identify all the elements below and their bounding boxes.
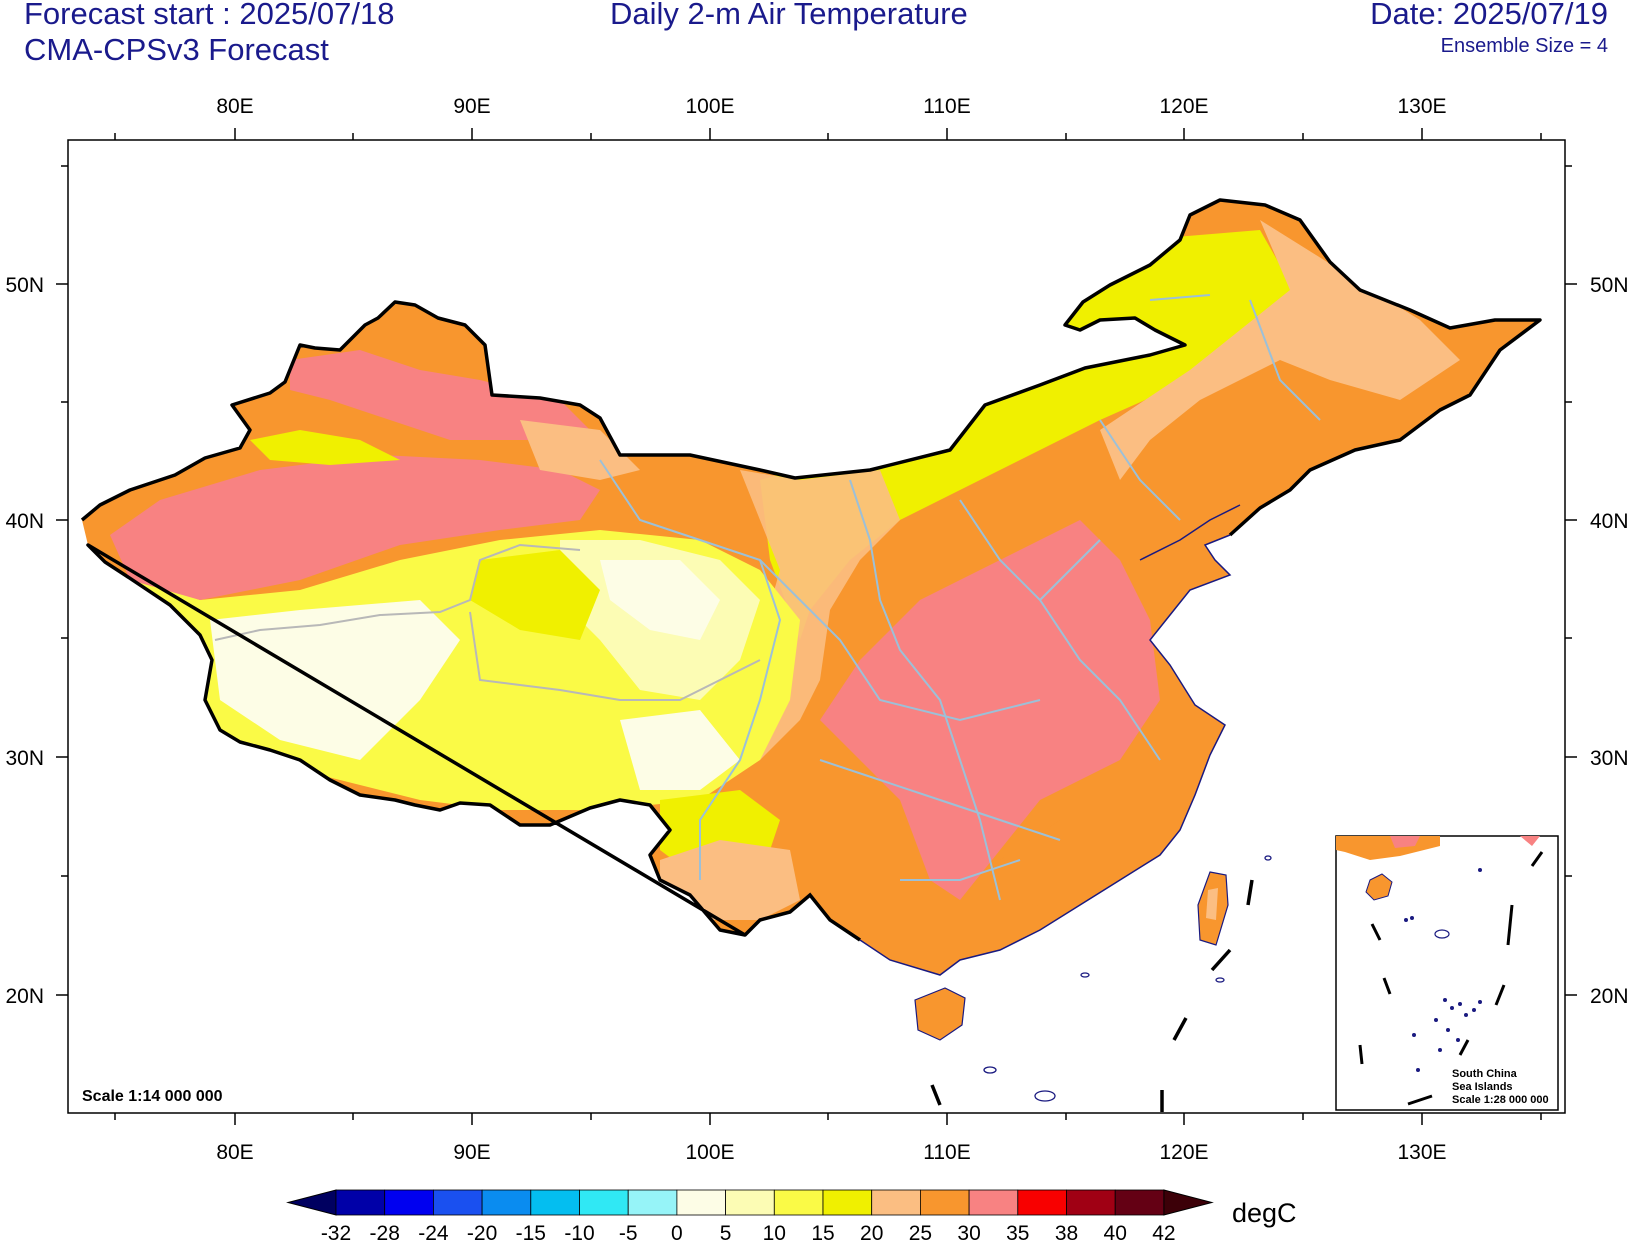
- national-border-south: [743, 892, 861, 942]
- lon-labels-bottom: 80E 90E 100E 110E 120E 130E: [216, 1141, 1446, 1164]
- dashed-boundary-line: [930, 879, 1254, 1112]
- colorbar-segment: [627, 1189, 678, 1216]
- colorbar-tick-label: -28: [370, 1222, 400, 1241]
- colorbar-units: degC: [1232, 1198, 1297, 1228]
- ensemble-size-label: Ensemble Size = 4: [1440, 35, 1608, 57]
- colorbar-tick-label: 10: [763, 1222, 786, 1241]
- colorbar-segment: [1017, 1189, 1067, 1216]
- colorbar-labels: -32 -28 -24 -20 -15 -10 -5 0 5 10 15 20 25 30 35 38 40 42: [321, 1222, 1176, 1241]
- lon-tick-label: 90E: [453, 1141, 490, 1164]
- hainan-island: [914, 987, 966, 1041]
- colorbar-segment: [773, 1189, 824, 1216]
- colorbar-segment: [481, 1189, 532, 1216]
- map-scale-label: Scale 1:14 000 000: [82, 1088, 223, 1105]
- colorbar-tick-label: 42: [1152, 1222, 1175, 1241]
- colorbar-arrow-high: [1163, 1189, 1214, 1216]
- lon-labels-top: 80E 90E 100E 110E 120E 130E: [216, 95, 1446, 118]
- forecast-date-label: Date: 2025/07/19: [1370, 0, 1608, 31]
- colorbar-tick-label: -20: [467, 1222, 497, 1241]
- islands: [983, 855, 1272, 1102]
- lon-tick-label: 110E: [923, 95, 971, 118]
- colorbar-tick-label: -10: [564, 1222, 594, 1241]
- forecast-start-label: Forecast start : 2025/07/18: [24, 0, 395, 31]
- lat-labels-right: 50N 40N 30N 20N: [1590, 274, 1629, 1008]
- colorbar-segment: [432, 1189, 483, 1216]
- lat-tick-label: 30N: [5, 747, 44, 770]
- map-title: Daily 2-m Air Temperature: [610, 0, 968, 31]
- inset-scale-label: Scale 1:28 000 000: [1452, 1094, 1549, 1106]
- colorbar-segment: [1114, 1189, 1165, 1216]
- model-label: CMA-CPSv3 Forecast: [24, 32, 329, 67]
- colorbar-segment: [871, 1189, 921, 1216]
- lat-tick-label: 20N: [1590, 985, 1629, 1008]
- colorbar-tick-label: 25: [909, 1222, 932, 1241]
- colorbar-tick-label: -15: [516, 1222, 546, 1241]
- colorbar-segment: [530, 1189, 580, 1216]
- longitude-ticks: [114, 128, 1542, 1125]
- lon-tick-label: 130E: [1397, 95, 1446, 118]
- colorbar: [286, 1189, 1214, 1216]
- colorbar-segment: [968, 1189, 1019, 1216]
- lon-tick-label: 130E: [1397, 1141, 1446, 1164]
- colorbar-arrow-low: [286, 1189, 337, 1216]
- colorbar-segment: [579, 1189, 629, 1216]
- lon-tick-label: 120E: [1159, 95, 1208, 118]
- colorbar-segment: [384, 1189, 434, 1216]
- national-border: [80, 198, 1542, 937]
- colorbar-tick-label: 30: [957, 1222, 980, 1241]
- lon-tick-label: 120E: [1159, 1141, 1208, 1164]
- lat-labels-left: 50N 40N 30N 20N: [5, 274, 44, 1008]
- colorbar-segment: [676, 1189, 727, 1216]
- colorbar-segment: [725, 1189, 775, 1216]
- lat-tick-label: 40N: [5, 510, 44, 533]
- colorbar-tick-label: 20: [860, 1222, 883, 1241]
- colorbar-tick-label: 0: [671, 1222, 683, 1241]
- lat-tick-label: 50N: [1590, 274, 1629, 297]
- lon-tick-label: 80E: [216, 1141, 253, 1164]
- colorbar-tick-label: 40: [1104, 1222, 1127, 1241]
- colorbar-segment: [335, 1189, 386, 1216]
- lat-tick-label: 50N: [5, 274, 44, 297]
- colorbar-tick-label: -5: [619, 1222, 638, 1241]
- colorbar-tick-label: -24: [418, 1222, 449, 1241]
- colorbar-segment: [1066, 1189, 1116, 1216]
- inset-map-frame: [1335, 835, 1559, 1111]
- lon-tick-label: 90E: [453, 95, 490, 118]
- colorbar-tick-label: -32: [321, 1222, 351, 1241]
- lon-tick-label: 100E: [685, 95, 734, 118]
- lon-tick-label: 100E: [685, 1141, 734, 1164]
- province-boundaries: [599, 294, 1321, 901]
- colorbar-tick-label: 15: [811, 1222, 834, 1241]
- inset-map: [1336, 836, 1544, 1106]
- colorbar-tick-label: 38: [1055, 1222, 1078, 1241]
- coastline: [859, 534, 1232, 976]
- colorbar-tick-label: 35: [1006, 1222, 1029, 1241]
- colorbar-segment: [822, 1189, 873, 1216]
- lon-tick-label: 110E: [923, 1141, 971, 1164]
- inset-title-line1: South China: [1452, 1068, 1518, 1080]
- plateau-boundaries: [214, 543, 761, 701]
- latitude-ticks: [56, 165, 1577, 996]
- inset-title-line2: Sea Islands: [1452, 1081, 1513, 1093]
- colorbar-segment: [920, 1189, 970, 1216]
- lat-tick-label: 20N: [5, 985, 44, 1008]
- lat-tick-label: 40N: [1590, 510, 1629, 533]
- lon-tick-label: 80E: [216, 95, 253, 118]
- colorbar-tick-label: 5: [720, 1222, 732, 1241]
- lat-tick-label: 30N: [1590, 747, 1629, 770]
